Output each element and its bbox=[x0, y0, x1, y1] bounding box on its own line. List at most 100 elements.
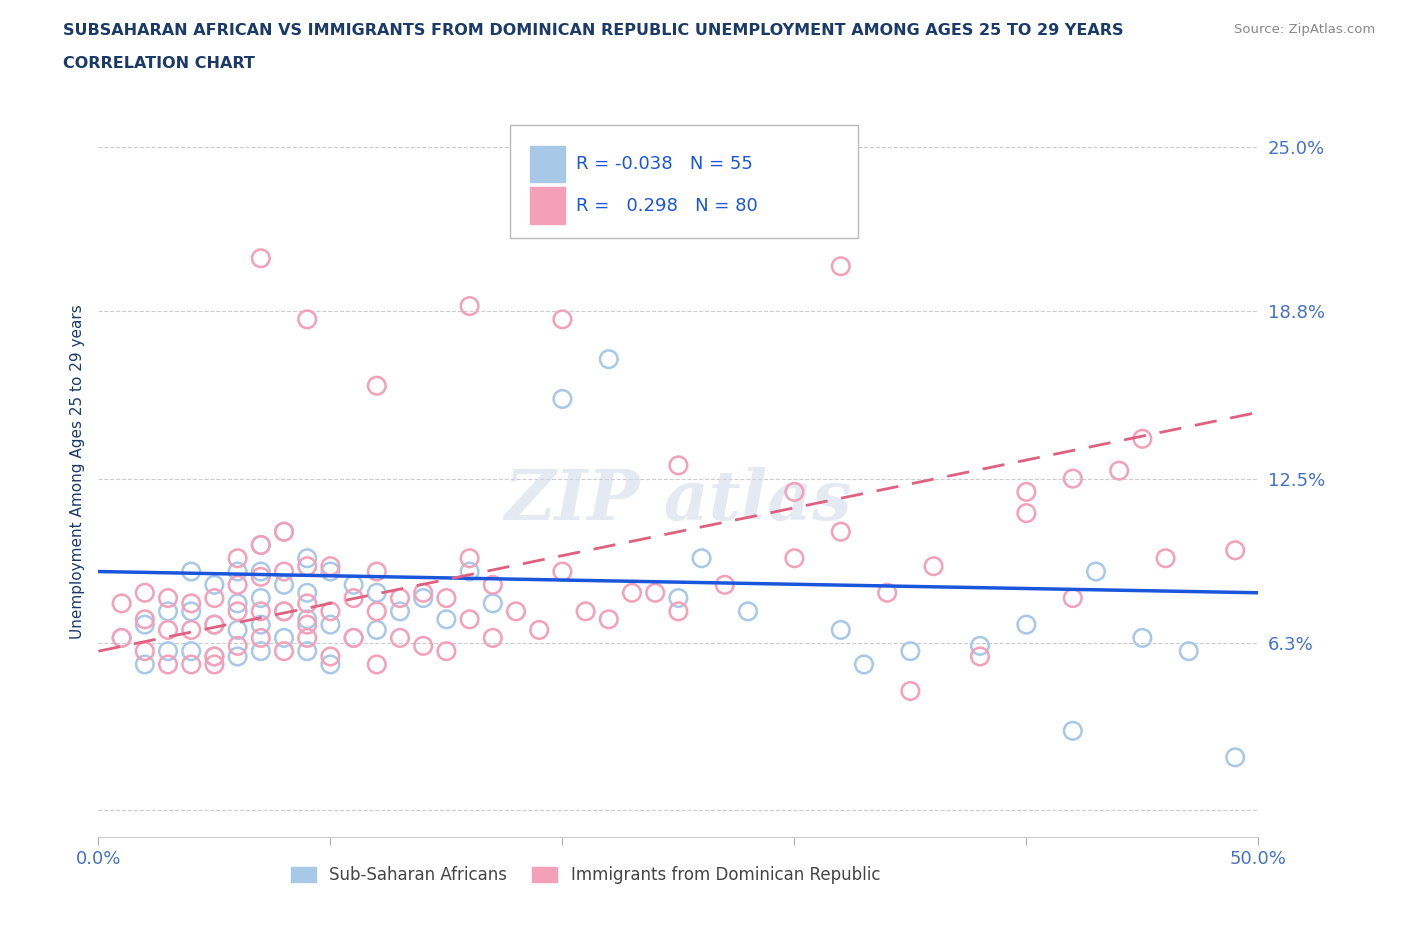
Point bbox=[226, 596, 249, 611]
Point bbox=[458, 551, 481, 565]
Point bbox=[666, 458, 689, 472]
Point bbox=[1015, 618, 1038, 632]
Text: CORRELATION CHART: CORRELATION CHART bbox=[63, 56, 254, 71]
Point bbox=[297, 312, 319, 326]
Point bbox=[180, 596, 202, 611]
Point bbox=[366, 585, 388, 600]
Point bbox=[714, 578, 737, 592]
Point bbox=[319, 604, 342, 618]
Point bbox=[412, 638, 434, 653]
Point bbox=[458, 299, 481, 313]
Point bbox=[157, 657, 180, 671]
Point bbox=[436, 591, 458, 605]
Point bbox=[343, 591, 366, 605]
Point bbox=[1108, 463, 1130, 478]
Point bbox=[297, 551, 319, 565]
Point bbox=[412, 591, 434, 605]
Point bbox=[551, 312, 574, 326]
Point bbox=[226, 604, 249, 618]
Point bbox=[1062, 472, 1084, 486]
Point bbox=[319, 618, 342, 632]
Point bbox=[250, 631, 273, 645]
Point bbox=[180, 604, 202, 618]
Point bbox=[529, 622, 551, 637]
Point bbox=[1015, 485, 1038, 499]
Point bbox=[157, 622, 180, 637]
Text: R = -0.038   N = 55: R = -0.038 N = 55 bbox=[576, 155, 754, 173]
Point bbox=[1223, 543, 1247, 558]
Point bbox=[621, 585, 644, 600]
Point bbox=[319, 559, 342, 574]
Point bbox=[1154, 551, 1177, 565]
Point bbox=[969, 638, 991, 653]
Point bbox=[458, 612, 481, 627]
Point bbox=[1132, 432, 1154, 446]
Point bbox=[250, 569, 273, 584]
Point bbox=[273, 644, 295, 658]
Point bbox=[388, 591, 412, 605]
Point bbox=[574, 604, 596, 618]
Point bbox=[204, 618, 226, 632]
Point bbox=[134, 612, 156, 627]
Point bbox=[343, 631, 366, 645]
Point bbox=[297, 631, 319, 645]
Point bbox=[481, 631, 505, 645]
Point bbox=[436, 644, 458, 658]
Point bbox=[551, 565, 574, 579]
Point bbox=[226, 649, 249, 664]
Text: R =   0.298   N = 80: R = 0.298 N = 80 bbox=[576, 196, 758, 215]
Point bbox=[343, 631, 366, 645]
Point bbox=[436, 612, 458, 627]
Y-axis label: Unemployment Among Ages 25 to 29 years: Unemployment Among Ages 25 to 29 years bbox=[69, 305, 84, 639]
Point bbox=[226, 578, 249, 592]
Point bbox=[273, 631, 295, 645]
Point bbox=[900, 644, 922, 658]
Point bbox=[111, 631, 132, 645]
Point bbox=[297, 559, 319, 574]
Point bbox=[481, 596, 505, 611]
Point bbox=[226, 565, 249, 579]
Point bbox=[226, 622, 249, 637]
Bar bbox=[530, 187, 565, 224]
Point bbox=[204, 657, 226, 671]
Point bbox=[876, 585, 898, 600]
Point bbox=[250, 565, 273, 579]
FancyBboxPatch shape bbox=[510, 126, 858, 238]
Point bbox=[366, 657, 388, 671]
Point bbox=[551, 392, 574, 406]
Point bbox=[297, 596, 319, 611]
Point bbox=[830, 525, 852, 539]
Point bbox=[273, 525, 295, 539]
Point bbox=[273, 604, 295, 618]
Point bbox=[319, 657, 342, 671]
Point bbox=[204, 578, 226, 592]
Point bbox=[273, 525, 295, 539]
Point bbox=[180, 622, 202, 637]
Point bbox=[111, 631, 132, 645]
Point bbox=[900, 684, 922, 698]
Point bbox=[505, 604, 527, 618]
Point bbox=[666, 604, 689, 618]
Point bbox=[852, 657, 875, 671]
Point bbox=[366, 622, 388, 637]
Point bbox=[598, 612, 620, 627]
Point bbox=[297, 585, 319, 600]
Point bbox=[204, 649, 226, 664]
Point bbox=[1223, 750, 1247, 764]
Point bbox=[319, 565, 342, 579]
Point bbox=[226, 551, 249, 565]
Point bbox=[1015, 506, 1038, 521]
Point bbox=[134, 657, 156, 671]
Point bbox=[922, 559, 945, 574]
Point bbox=[204, 649, 226, 664]
Bar bbox=[530, 146, 565, 182]
Point bbox=[366, 379, 388, 393]
Point bbox=[157, 644, 180, 658]
Point bbox=[273, 578, 295, 592]
Point bbox=[783, 485, 806, 499]
Text: SUBSAHARAN AFRICAN VS IMMIGRANTS FROM DOMINICAN REPUBLIC UNEMPLOYMENT AMONG AGES: SUBSAHARAN AFRICAN VS IMMIGRANTS FROM DO… bbox=[63, 23, 1123, 38]
Point bbox=[297, 618, 319, 632]
Point bbox=[1132, 631, 1154, 645]
Point bbox=[644, 585, 666, 600]
Point bbox=[180, 644, 202, 658]
